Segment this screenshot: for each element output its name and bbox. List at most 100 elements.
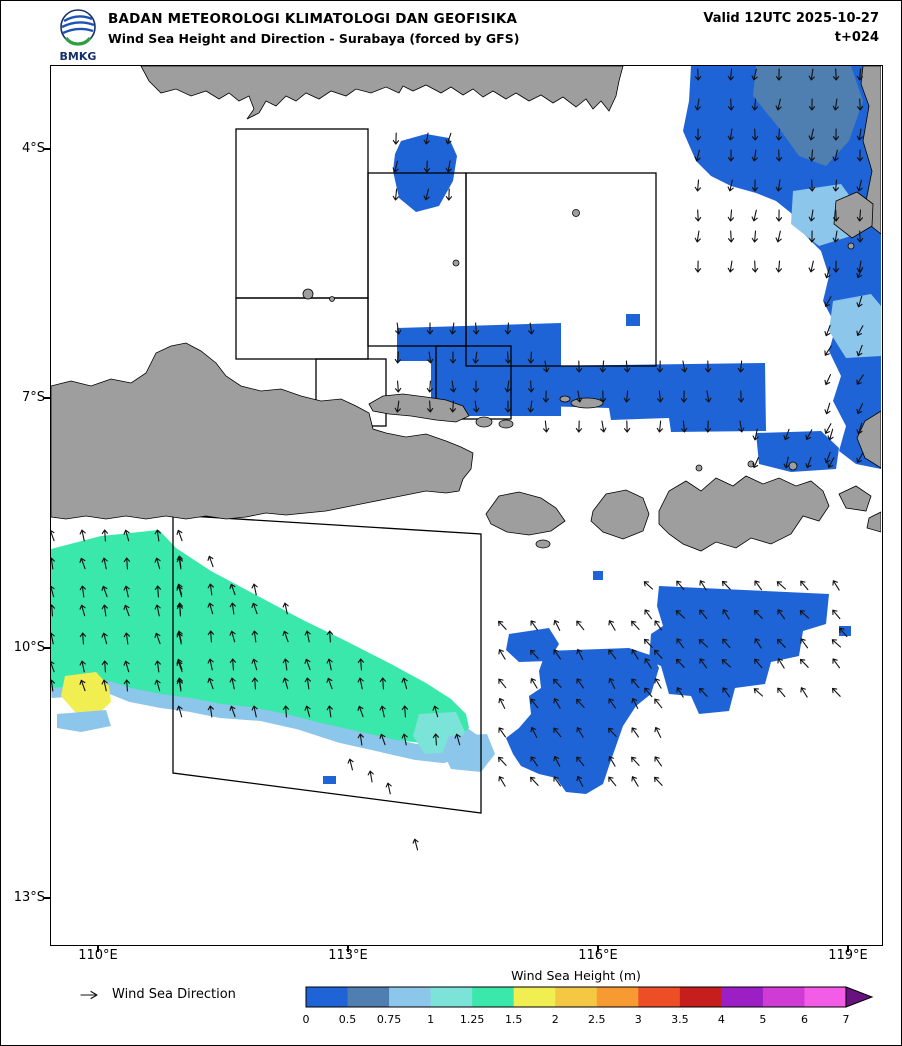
wind-arrow: [608, 677, 616, 689]
wind-arrow: [775, 230, 782, 243]
wind-arrow: [775, 260, 783, 273]
wind-arrow: [751, 230, 759, 243]
wind-arrow: [576, 678, 584, 689]
wind-arrow: [394, 351, 402, 364]
island-raas: [498, 419, 514, 429]
wind-arrow: [694, 98, 701, 111]
wind-arrow: [654, 649, 663, 659]
wind-arrow: [527, 380, 535, 393]
wind-arrow: [576, 390, 583, 403]
wind-arrow: [79, 604, 86, 617]
wind-arrow: [553, 776, 561, 787]
wind-arrow: [553, 755, 561, 767]
wind-arrow: [527, 400, 534, 413]
colorbar-tick-label: 7: [843, 1013, 850, 1026]
forecast-area-box-2: [235, 297, 369, 360]
axis-tick: [347, 944, 349, 952]
wind-arrow: [694, 209, 702, 222]
wind-arrow: [777, 687, 786, 698]
wind-arrow: [454, 733, 461, 746]
axis-tick: [43, 397, 51, 399]
wind-arrow: [423, 132, 430, 145]
wind-arrow: [401, 733, 408, 746]
island-komodo-group: [838, 485, 872, 512]
wind-arrow: [776, 638, 786, 648]
wind-arrow: [623, 420, 631, 433]
map-frame: [48, 65, 883, 946]
wind-arrow: [426, 400, 434, 413]
wind-arrow: [754, 638, 762, 649]
agency-title: BADAN METEOROLOGI KLIMATOLOGI DAN GEOFIS…: [108, 11, 518, 27]
wind-arrow: [553, 727, 562, 738]
wind-arrow: [805, 429, 813, 440]
wind-arrow: [753, 688, 764, 697]
wind-arrow: [832, 609, 841, 620]
valid-time: Valid 12UTC 2025-10-27: [703, 11, 879, 26]
wind-arrow: [575, 420, 583, 433]
wind-arrow: [207, 630, 215, 643]
wind-arrow: [576, 648, 584, 660]
land-kalimantan: [140, 65, 624, 120]
wind-arrow: [824, 324, 831, 337]
wind-arrow: [123, 679, 131, 692]
wind-arrow: [553, 619, 561, 631]
wind-arrow: [608, 756, 616, 767]
wind-arrow: [699, 609, 708, 620]
wind-arrow: [680, 390, 688, 403]
wind-arrow: [154, 632, 161, 645]
wind-arrow: [751, 260, 759, 273]
wind-arrow: [608, 698, 616, 709]
colorbar-tick-label: 4: [718, 1013, 725, 1026]
land-bali: [485, 491, 566, 536]
wind-arrow: [282, 677, 289, 690]
wind-arrow: [808, 68, 815, 81]
lat-label-10s: 10°S: [13, 640, 45, 655]
colorbar-segment: [306, 987, 349, 1007]
wind-arrow: [123, 660, 130, 673]
wind-arrow: [644, 609, 653, 620]
wind-arrow: [498, 727, 506, 738]
island-penida: [535, 539, 551, 549]
wind-arrow: [472, 322, 480, 335]
wind-arrow: [800, 580, 809, 591]
wind-arrow: [530, 726, 538, 738]
wind-arrow: [608, 776, 617, 787]
wind-arrow: [543, 360, 550, 373]
wind-arrow: [727, 68, 735, 81]
wind-arrow: [543, 420, 550, 433]
wind-arrow: [576, 775, 584, 787]
wave-cell: [839, 626, 851, 636]
wind-arrow: [575, 360, 583, 373]
wind-arrow: [251, 658, 258, 671]
forecast-area-box-5: [435, 345, 512, 420]
colorbar-tick-label: 0.5: [339, 1013, 357, 1026]
wave-region-makassar-inner: [753, 66, 863, 166]
wind-arrow: [101, 557, 108, 570]
wind-arrow: [856, 422, 863, 435]
axis-tick: [43, 647, 51, 649]
wind-arrow: [727, 260, 734, 273]
wind-arrow: [808, 179, 816, 192]
wind-arrow: [367, 770, 374, 783]
wind-arrow: [207, 583, 214, 596]
wind-arrow: [831, 639, 842, 648]
wind-arrow: [395, 322, 402, 335]
wind-arrow: [654, 726, 662, 738]
wind-arrow: [449, 351, 457, 364]
axis-tick: [43, 148, 51, 150]
wind-arrow: [504, 380, 511, 393]
wind-arrow: [423, 160, 431, 173]
wind-arrow: [251, 583, 258, 596]
wind-arrow: [705, 390, 712, 403]
colorbar-tick-label: 2.5: [588, 1013, 606, 1026]
wind-arrow: [445, 160, 452, 173]
colorbar: Wind Sea Height (m) 0 0.5 0.75 1 1.25 1.5 2 2.5…: [298, 967, 884, 1045]
wind-arrow: [808, 149, 816, 162]
wave-region-makassar-light-2: [829, 294, 881, 358]
wind-arrow: [694, 179, 702, 192]
wind-arrow: [530, 620, 538, 631]
wind-arrow: [229, 602, 236, 615]
wind-arrow: [832, 209, 840, 222]
wind-arrow: [727, 128, 734, 141]
wave-region-south-java-fringe: [50, 677, 480, 764]
